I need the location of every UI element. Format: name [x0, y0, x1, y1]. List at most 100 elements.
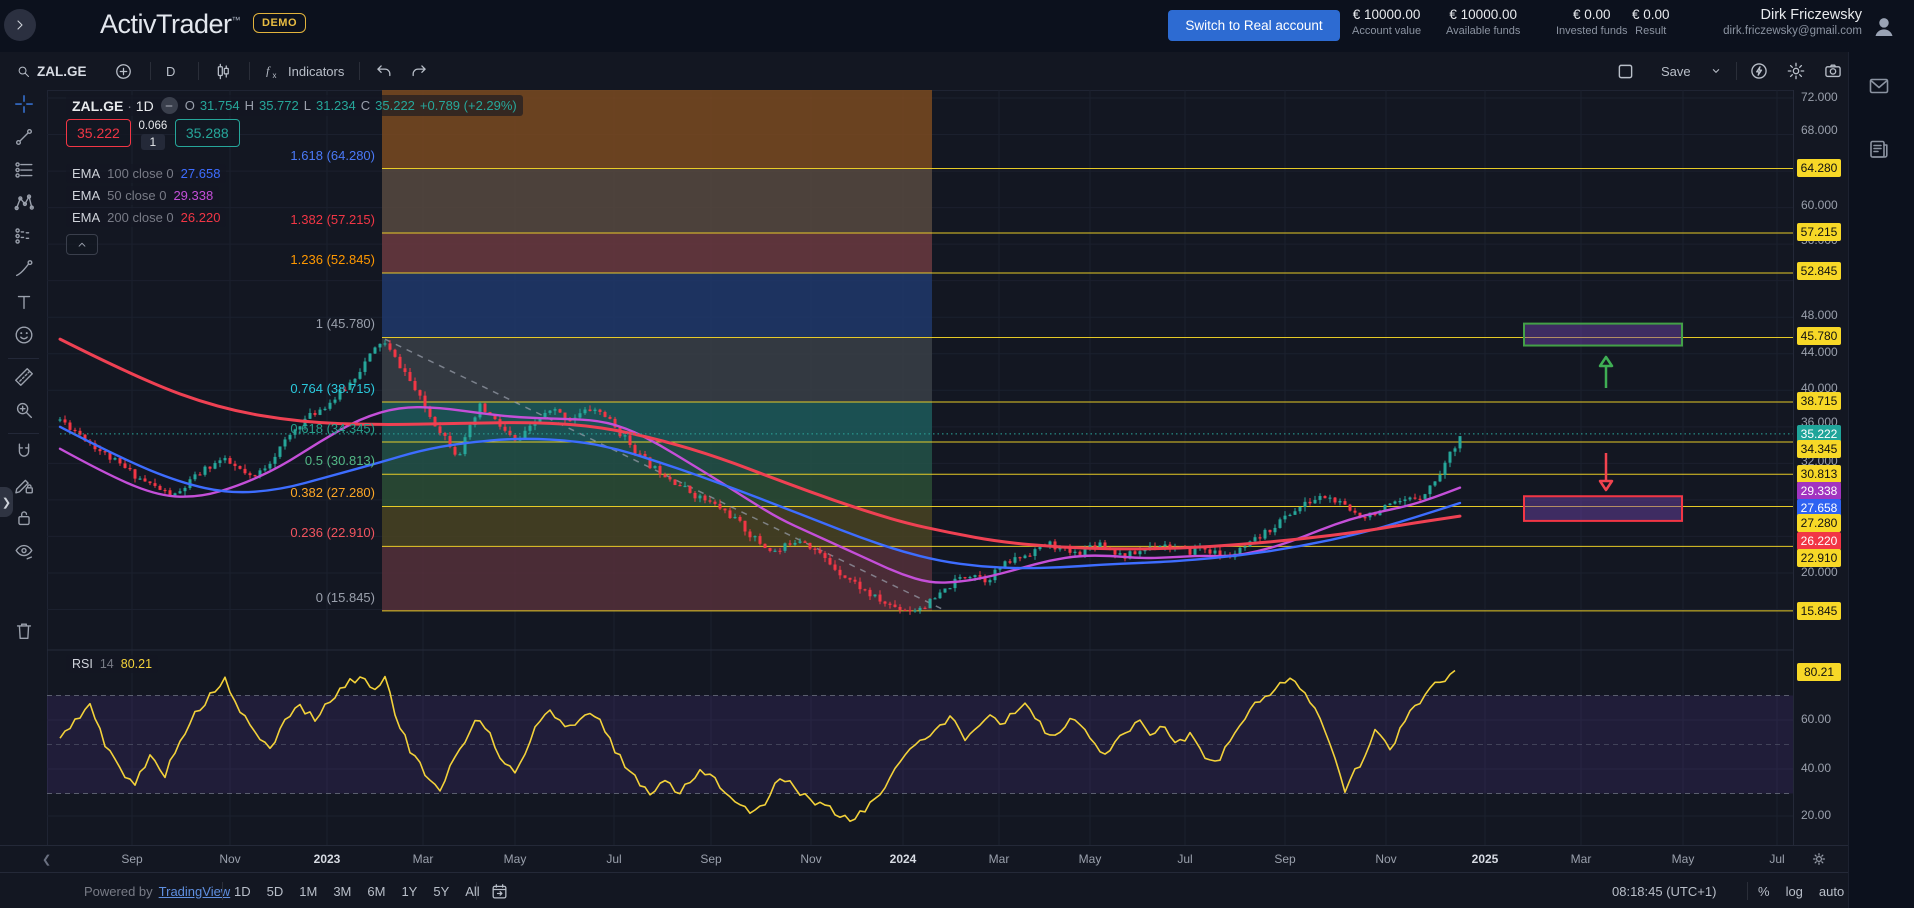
legend-hide-button[interactable] [160, 97, 178, 114]
rsi-value: 80.21 [120, 657, 153, 671]
tool-separator [8, 612, 39, 613]
stat-invested-funds: € 0.00 Invested funds [1556, 7, 1628, 37]
price-badge: 27.280 [1797, 514, 1841, 532]
calendar-icon [490, 882, 509, 901]
compare-add-button[interactable] [114, 52, 133, 90]
time-label-sep: Sep [1274, 852, 1296, 866]
sell-button[interactable]: 35.222 [66, 119, 131, 148]
trash-tool[interactable] [0, 617, 47, 650]
interval-button[interactable]: D [166, 63, 176, 79]
chart-style-button[interactable] [214, 52, 233, 90]
ohlc-key: H [244, 98, 254, 113]
ohlc-value: 31.234 [315, 98, 356, 113]
undo-button[interactable] [374, 52, 393, 90]
rsi-tick: 60.00 [1801, 712, 1832, 726]
goto-date-button[interactable] [490, 873, 509, 908]
search-icon [16, 64, 31, 79]
ohlc-value: 31.754 [199, 98, 240, 113]
avatar[interactable] [1869, 11, 1899, 41]
forecast-tool[interactable] [0, 222, 47, 255]
quantity-value[interactable]: 1 [140, 134, 166, 150]
scroll-left-hint[interactable]: ❮ [42, 854, 52, 866]
news-icon [1867, 137, 1891, 161]
price-badge: 22.910 [1797, 549, 1841, 567]
symbol-search[interactable]: ZAL.GE [16, 52, 87, 90]
messages-button[interactable] [1867, 74, 1914, 103]
expand-panel-button[interactable] [4, 9, 36, 41]
range-all[interactable]: All [465, 883, 480, 899]
buy-button[interactable]: 35.288 [174, 119, 240, 148]
chevron-down-icon [1708, 63, 1724, 79]
time-axis[interactable]: ❮ Sep Nov 2023 Mar May Jul Sep Nov 2024 Mar May Jul… [0, 845, 1848, 873]
powered-by-label: Powered by [84, 883, 153, 899]
minus-icon [163, 100, 175, 112]
price-badge: 38.715 [1797, 392, 1841, 410]
fullscreen-button[interactable] [1615, 52, 1636, 90]
percent-scale-button[interactable]: % [1758, 883, 1770, 899]
fiblines-tool[interactable] [0, 156, 47, 189]
magnet-tool[interactable] [0, 438, 47, 471]
redo-button[interactable] [410, 52, 429, 90]
legend-collapse-button[interactable] [66, 234, 98, 255]
pencil-lock-tool[interactable] [0, 471, 47, 504]
range-switcher: 1D 5D 1M 3M 6M 1Y 5Y All [234, 873, 480, 908]
symbol-label: ZAL.GE [37, 63, 87, 79]
rsi-legend[interactable]: RSI 14 80.21 [66, 655, 159, 673]
crosshair-tool[interactable] [0, 90, 47, 123]
eye-edit-tool[interactable] [0, 537, 47, 570]
quick-trade-button[interactable] [1749, 52, 1769, 90]
camera-icon [1823, 61, 1843, 81]
range-1m[interactable]: 1M [299, 883, 318, 899]
ema-value: 26.220 [180, 210, 221, 225]
price-axis[interactable]: 72.00068.00060.00056.00048.00044.00040.0… [1793, 90, 1849, 845]
ohlc-readout: O 31.754 H 35.772 L 31.234 C 35.222 +0.789 (+2.… [185, 98, 517, 113]
log-scale-button[interactable]: log [1785, 883, 1803, 899]
range-1d[interactable]: 1D [234, 883, 251, 899]
range-5d[interactable]: 5D [266, 883, 284, 899]
time-axis-settings-icon[interactable] [1810, 850, 1828, 868]
price-badge: 64.280 [1797, 159, 1841, 177]
time-label-nov: Nov [219, 852, 241, 866]
indicator-row-ema-50[interactable]: EMA 50 close 0 29.338 [66, 186, 523, 205]
save-button[interactable]: Save [1661, 63, 1691, 79]
indicators-label: Indicators [288, 63, 345, 79]
chart-legend: ZAL.GE · 1D O 31.754 H 35.772 L 31.234 C 35.222… [66, 95, 523, 255]
save-menu-button[interactable] [1708, 52, 1724, 90]
trademark: ™ [231, 15, 241, 25]
indicator-row-ema-200[interactable]: EMA 200 close 0 26.220 [66, 208, 523, 227]
emoji-tool[interactable] [0, 321, 47, 354]
svg-text:x: x [273, 70, 277, 79]
news-button[interactable] [1867, 137, 1914, 166]
snapshot-button[interactable] [1823, 52, 1843, 90]
range-6m[interactable]: 6M [367, 883, 386, 899]
spread-indicator: 0.066 1 [138, 120, 167, 150]
trendline-tool[interactable] [0, 123, 47, 156]
settings-button[interactable] [1786, 52, 1806, 90]
clock-label[interactable]: 08:18:45 (UTC+1) [1612, 883, 1717, 899]
time-label-jul: Jul [606, 852, 622, 866]
stat-label: Account value [1352, 25, 1422, 37]
legend-symbol[interactable]: ZAL.GE · 1D [72, 97, 154, 114]
stat-label: Invested funds [1556, 25, 1628, 37]
auto-scale-button[interactable]: auto [1818, 883, 1845, 899]
ohlc-key: O [184, 98, 195, 113]
ruler-tool[interactable] [0, 363, 47, 396]
watchlist-expand-handle[interactable]: ❯ [0, 487, 13, 517]
brush-tool[interactable] [0, 255, 47, 288]
zoomin-tool[interactable] [0, 396, 47, 429]
switch-to-real-button[interactable]: Switch to Real account [1168, 10, 1340, 41]
range-5y[interactable]: 5Y [433, 883, 450, 899]
rsi-tick: 40.00 [1801, 761, 1832, 775]
text-tool[interactable] [0, 288, 47, 321]
main-chart[interactable] [47, 90, 1793, 845]
time-label-mar: Mar [1570, 852, 1592, 866]
tradingview-link[interactable]: TradingView [158, 883, 231, 899]
indicator-row-ema-100[interactable]: EMA 100 close 0 27.658 [66, 164, 523, 183]
range-3m[interactable]: 3M [333, 883, 352, 899]
xabcd-tool[interactable] [0, 189, 47, 222]
range-1y[interactable]: 1Y [401, 883, 418, 899]
lock-tool[interactable] [0, 504, 47, 537]
